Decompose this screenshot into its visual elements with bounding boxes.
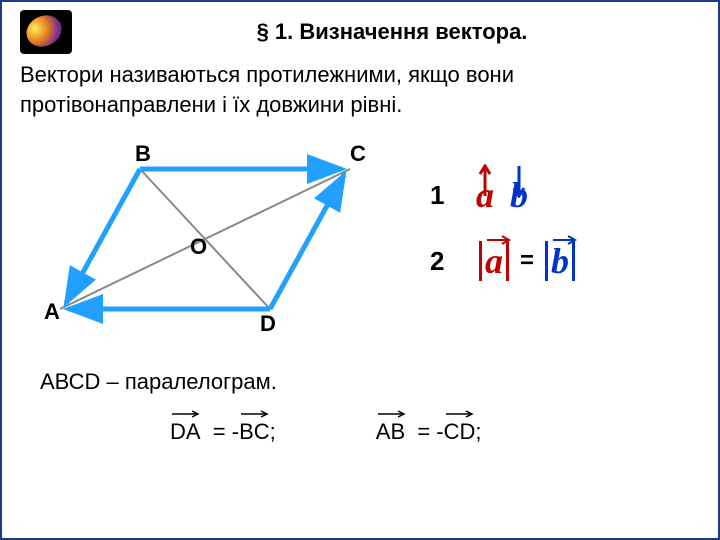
- bar-b-right: [572, 241, 575, 281]
- arrow-over-ab-icon: [376, 409, 408, 419]
- cond-2-num: 2: [430, 246, 476, 277]
- vertex-c: C: [350, 141, 366, 167]
- vec-b-mag: b: [551, 240, 569, 282]
- bar-a-left: [479, 241, 482, 281]
- eq2-left: AB: [376, 419, 405, 444]
- decorative-icon: [20, 10, 72, 54]
- vertex-a: A: [44, 299, 60, 325]
- conditions-block: 1 a b 2: [430, 174, 700, 306]
- parallelogram-diagram: B C A D О: [40, 139, 380, 339]
- bar-b-left: [545, 241, 548, 281]
- letter-a-2: a: [485, 241, 503, 281]
- vec-a-mag: a: [485, 240, 503, 282]
- vec-a-antipar: a: [476, 174, 494, 216]
- equals-sign: =: [520, 241, 534, 281]
- bar-a-right: [506, 241, 509, 281]
- condition-2: 2 a = b: [430, 240, 700, 282]
- arrow-over-a-icon: [485, 234, 511, 246]
- equation-2: AB = - CD;: [376, 419, 482, 445]
- arrow-over-cd-icon: [444, 409, 476, 419]
- cond-1-num: 1: [430, 180, 476, 211]
- arrow-over-b-icon: [551, 234, 577, 246]
- eq2-right: CD: [444, 419, 476, 444]
- description-text: Вектори називаються протилежними, якщо в…: [20, 60, 700, 119]
- vertex-b: B: [135, 141, 151, 167]
- vec-b-antipar: b: [510, 174, 528, 216]
- arrow-over-da-icon: [170, 409, 202, 419]
- content-area: B C A D О 1 a: [20, 119, 700, 489]
- condition-1: 1 a b: [430, 174, 700, 216]
- center-o: О: [190, 234, 207, 260]
- parallelogram-svg: [40, 139, 380, 339]
- parallelogram-caption: АВСD – паралелограм.: [40, 369, 277, 395]
- eq1-left: DA: [170, 419, 201, 444]
- eq1-right: BC: [239, 419, 270, 444]
- arrow-over-bc-icon: [239, 409, 271, 419]
- arrow-up-a-icon: [477, 164, 493, 198]
- letter-b-2: b: [551, 241, 569, 281]
- slide-title: § 1. Визначення вектора.: [84, 19, 700, 45]
- equations-row: DA = - BC; AB = - CD;: [20, 419, 720, 445]
- arrow-down-b-icon: [511, 164, 527, 198]
- vertex-d: D: [260, 311, 276, 337]
- equation-1: DA = - BC;: [170, 419, 276, 445]
